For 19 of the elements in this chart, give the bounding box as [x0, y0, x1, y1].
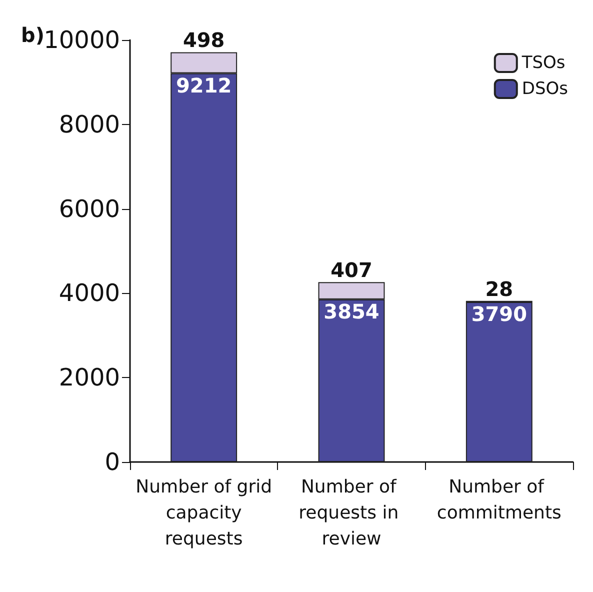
data-label: 407	[330, 258, 372, 282]
y-tick-label: 4000	[58, 279, 120, 308]
x-tick-label: Number of commitments	[436, 476, 562, 524]
y-tick-label: 8000	[58, 110, 120, 138]
y-tick-label: 0	[104, 448, 120, 476]
data-label: 9212	[176, 73, 232, 98]
y-tick-label: 6000	[58, 194, 120, 223]
data-label: 498	[182, 28, 225, 52]
bar	[466, 302, 532, 462]
data-label: 3790	[471, 302, 528, 326]
x-tick-label: Number of requests in review	[298, 476, 404, 550]
y-tick-label: 2000	[58, 364, 120, 392]
legend-label: DSOs	[522, 79, 568, 99]
legend-label: TSOs	[520, 53, 566, 73]
chart-title: b)	[21, 23, 44, 47]
y-tick-label: 10000	[44, 26, 120, 54]
data-label: 28	[485, 276, 514, 301]
x-tick-label: Number of grid capacity requests	[136, 476, 272, 550]
data-label: 3854	[324, 299, 380, 324]
